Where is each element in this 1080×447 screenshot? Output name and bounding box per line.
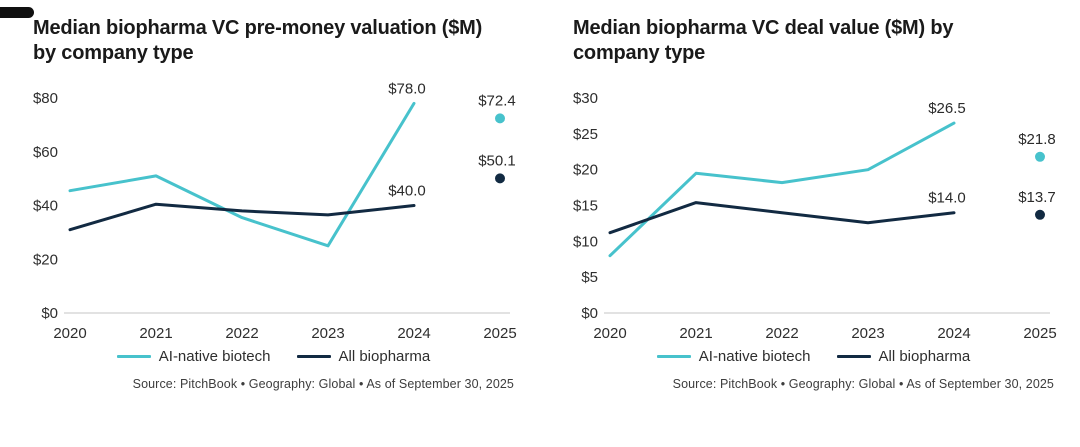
forecast-value-label-all-biopharma: $13.7 — [1018, 189, 1056, 206]
y-tick-label: $5 — [581, 269, 598, 286]
chart-panel-premoney-valuation: Median biopharma VC pre-money valuation … — [0, 16, 540, 391]
chart-title: Median biopharma VC deal value ($M) by c… — [573, 16, 1074, 66]
deal-value-line-chart: $0 $5 $10 $15 $20 $25 $30 2020 2021 2022 2023 2024 2… — [573, 90, 1057, 342]
x-tick-label: 2024 — [397, 325, 430, 342]
chart-title-line1: Median biopharma VC pre-money valuation … — [33, 17, 483, 39]
chart-title-line1: Median biopharma VC deal value ($M) by — [573, 17, 954, 39]
x-tick-label: 2020 — [53, 325, 86, 342]
chart-title-line2: by company type — [33, 42, 194, 64]
y-tick-label: $30 — [573, 90, 598, 107]
end-value-label-all-biopharma: $14.0 — [928, 190, 966, 207]
y-tick-label: $25 — [573, 126, 598, 143]
chart-title: Median biopharma VC pre-money valuation … — [33, 16, 534, 66]
x-tick-label: 2025 — [1023, 325, 1056, 342]
y-tick-label: $15 — [573, 198, 598, 215]
x-tick-label: 2022 — [765, 325, 798, 342]
forecast-value-label-ai-native-biotech: $21.8 — [1018, 131, 1056, 148]
legend-swatch-navy — [296, 355, 331, 358]
legend-label: AI-native biotech — [698, 348, 811, 365]
charts-row: Median biopharma VC pre-money valuation … — [0, 16, 1080, 391]
legend-label: All biopharma — [338, 348, 431, 365]
legend-label: All biopharma — [878, 348, 971, 365]
end-value-label-ai-native-biotech: $26.5 — [928, 100, 966, 117]
legend-item-all-biopharma: All biopharma — [836, 348, 971, 365]
y-tick-label: $0 — [41, 305, 58, 322]
forecast-dot-all-biopharma — [1035, 209, 1045, 220]
end-value-label-ai-native-biotech: $78.0 — [388, 80, 426, 97]
x-tick-label: 2024 — [937, 325, 970, 342]
y-tick-label: $60 — [33, 144, 58, 161]
series-line-all-biopharma — [68, 202, 416, 232]
x-tick-label: 2020 — [593, 325, 626, 342]
legend-item-ai-native-biotech: AI-native biotech — [116, 348, 271, 365]
chart-title-line2: company type — [573, 42, 706, 64]
y-tick-label: $80 — [33, 90, 58, 107]
chart-legend: AI-native biotech All biopharma — [553, 348, 1074, 365]
x-tick-label: 2023 — [851, 325, 884, 342]
legend-swatch-teal — [116, 355, 151, 358]
legend-swatch-navy — [836, 355, 871, 358]
x-tick-label: 2021 — [139, 325, 172, 342]
forecast-value-label-ai-native-biotech: $72.4 — [478, 92, 516, 109]
forecast-dot-ai-native-biotech — [1035, 151, 1045, 162]
source-attribution: Source: PitchBook • Geography: Global • … — [132, 377, 514, 391]
series-line-ai-native-biotech — [68, 101, 416, 248]
y-tick-label: $0 — [581, 305, 598, 322]
x-tick-label: 2023 — [311, 325, 344, 342]
forecast-value-label-all-biopharma: $50.1 — [478, 152, 516, 169]
y-tick-label: $10 — [573, 233, 598, 250]
legend-swatch-teal — [656, 355, 691, 358]
legend-label: AI-native biotech — [158, 348, 271, 365]
chart-legend: AI-native biotech All biopharma — [13, 348, 534, 365]
series-line-all-biopharma — [608, 201, 956, 235]
legend-item-all-biopharma: All biopharma — [296, 348, 431, 365]
cropped-corner-mark — [0, 7, 34, 18]
forecast-dot-all-biopharma — [495, 173, 505, 184]
forecast-dot-ai-native-biotech — [495, 113, 505, 124]
x-tick-label: 2022 — [225, 325, 258, 342]
premoney-valuation-line-chart: $0 $20 $40 $60 $80 2020 2021 2022 2023 2024 2025 $7… — [33, 80, 517, 342]
x-tick-label: 2021 — [679, 325, 712, 342]
y-tick-label: $40 — [33, 198, 58, 215]
source-attribution: Source: PitchBook • Geography: Global • … — [672, 377, 1054, 391]
legend-item-ai-native-biotech: AI-native biotech — [656, 348, 811, 365]
y-tick-label: $20 — [573, 162, 598, 179]
end-value-label-all-biopharma: $40.0 — [388, 183, 426, 200]
x-tick-label: 2025 — [483, 325, 516, 342]
chart-panel-deal-value: Median biopharma VC deal value ($M) by c… — [540, 16, 1080, 391]
series-line-ai-native-biotech — [608, 121, 956, 258]
y-tick-label: $20 — [33, 251, 58, 268]
